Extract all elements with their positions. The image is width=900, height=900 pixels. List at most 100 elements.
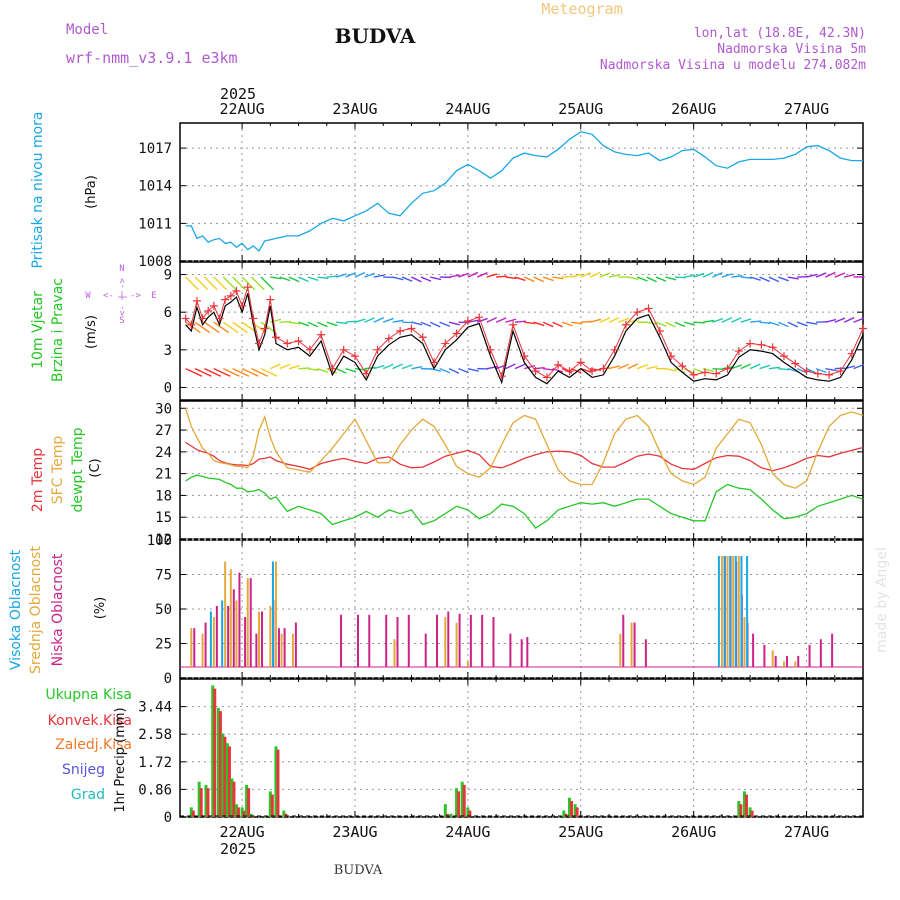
wind-arrow	[477, 317, 488, 323]
cloud-unit: (%)	[93, 597, 108, 620]
wind-arrow	[203, 276, 218, 291]
pressure-plot	[185, 131, 863, 253]
wind-arrow	[778, 276, 789, 282]
wind-arrow	[373, 364, 385, 370]
wind-gust-marker	[700, 368, 709, 377]
y-tick-label: 0.86	[138, 782, 172, 798]
cloud-low-bar	[356, 614, 359, 667]
wind-gust-marker	[215, 314, 224, 323]
wind-arrow	[439, 321, 451, 327]
wind-arrow	[505, 318, 517, 323]
lonlat-label: lon,lat (18.8E, 42.3N)	[694, 26, 866, 41]
wind-arrow	[796, 321, 808, 327]
precip-total-bar	[268, 791, 272, 817]
cloud-mid-bar	[619, 633, 622, 667]
wind-arrow	[260, 368, 278, 377]
top-day-label: 23AUG	[332, 100, 377, 118]
precip-total-bar	[573, 804, 577, 817]
cloud-mid-bar	[201, 633, 204, 667]
wind-gust-marker	[232, 286, 241, 295]
wind-arrow	[222, 276, 237, 291]
cloud-low-bar	[193, 628, 196, 667]
cloud-low-bar	[526, 637, 529, 667]
cloud-mid-title: Srednja Oblacnost	[28, 546, 44, 674]
wind-arrow	[834, 317, 846, 323]
wind-arrow	[580, 272, 592, 278]
wind-gust-marker	[198, 314, 207, 323]
wind-gust-marker	[565, 367, 574, 376]
wind-arrow	[298, 321, 310, 327]
dir-arrows-horizontal: <- | ->	[103, 291, 142, 301]
wind-gust-marker	[209, 301, 218, 310]
cloud-low-bar	[481, 614, 484, 667]
wind-gust-marker	[678, 362, 687, 371]
wind-arrow	[270, 276, 282, 280]
pressure-series-line	[185, 131, 863, 253]
precip-total-bar	[230, 778, 234, 817]
y-tick-label: 100	[147, 533, 172, 549]
wind-arrow	[317, 276, 329, 280]
precip-total-bar	[567, 797, 571, 817]
wind-arrow	[373, 316, 385, 323]
wind-arrow	[599, 317, 610, 323]
wind-arrow	[843, 316, 855, 323]
y-tick-label: 50	[155, 602, 172, 618]
wind-arrow	[251, 368, 269, 377]
cloud-mid-bar	[455, 622, 458, 667]
wind-arrow	[524, 364, 536, 370]
wind-arrow	[825, 318, 837, 323]
station-title: BUDVA	[335, 24, 416, 48]
wind-gust-marker	[430, 358, 439, 367]
wind-arrow	[279, 363, 291, 370]
cloud-mid-bar	[269, 605, 272, 667]
panel-frames	[179, 122, 864, 818]
wind-arrow	[514, 276, 526, 282]
wind-arrow	[533, 321, 545, 327]
cloud-low-title: Niska Oblacnost	[50, 553, 66, 666]
wind-arrow	[335, 367, 347, 374]
wind-arrow	[213, 321, 230, 334]
wind-gust-marker	[486, 345, 495, 354]
precip-total-bar	[221, 733, 225, 817]
wind-gust-marker	[294, 337, 303, 346]
wind-arrow	[335, 273, 347, 278]
cloud-low-bar	[424, 633, 427, 667]
wind-arrow	[467, 367, 479, 372]
wind-gust-marker	[723, 364, 732, 373]
cloud-high-bar	[740, 556, 743, 667]
wind-arrow	[194, 276, 209, 291]
wind-arrow	[194, 368, 212, 377]
wind-gust-marker	[475, 313, 484, 322]
wind-arrow	[326, 275, 338, 278]
y-tick-label: 21	[155, 467, 172, 483]
wind-arrow	[749, 363, 761, 370]
wind-arrow	[354, 318, 366, 323]
wind-arrow	[411, 321, 423, 326]
cloud-high-bar	[717, 556, 720, 667]
cloud-mid-bar	[212, 617, 215, 667]
precip-total-bar	[562, 810, 566, 817]
precip-conv-bar	[242, 810, 246, 817]
wind-arrow	[571, 367, 582, 374]
wind-gust-marker	[339, 345, 348, 354]
y-tick-label: 2.58	[138, 727, 172, 743]
wind-arrow	[429, 321, 441, 328]
wind-gust-marker	[441, 339, 450, 348]
wind-arrow	[401, 276, 413, 282]
cloud-low-bar	[204, 622, 207, 667]
cloud-mid-bar	[720, 556, 723, 667]
wind-ticks: 0 3 6 9	[164, 268, 863, 396]
wind-arrow	[712, 271, 723, 278]
wind-arrow	[411, 365, 423, 370]
precip-total-bar	[204, 784, 208, 817]
wind-arrow	[204, 321, 220, 334]
wind-arrow	[505, 276, 517, 280]
y-tick-label: 3	[164, 343, 172, 359]
precip-conv-bar	[569, 800, 573, 817]
bottom-day-label: 25AUG	[558, 823, 603, 841]
cloud-low-bar	[774, 655, 777, 667]
wind-arrow	[589, 271, 601, 278]
wind-arrow	[608, 365, 620, 370]
precip-total-bar	[189, 807, 193, 817]
